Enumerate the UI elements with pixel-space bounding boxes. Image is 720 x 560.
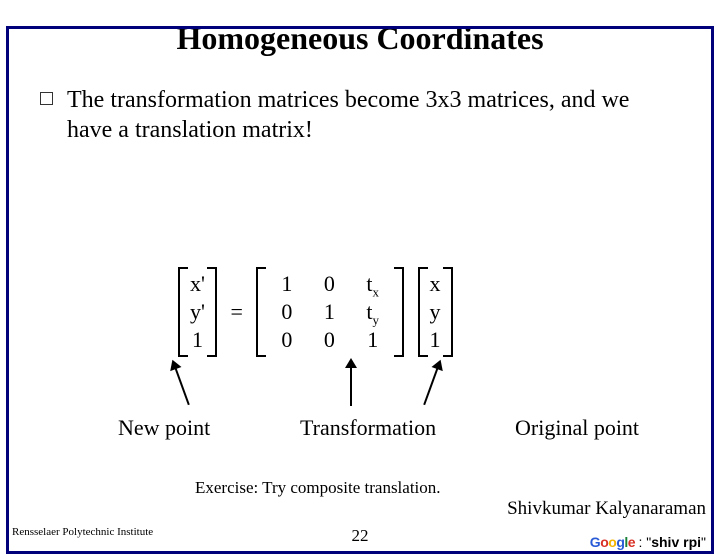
arrow-icon [350, 366, 352, 406]
cell: tx [366, 270, 379, 298]
cell: 0 [324, 270, 335, 298]
bracket-icon [443, 267, 453, 357]
exercise-text: Exercise: Try composite translation. [195, 478, 441, 498]
matrix-transform: 1 0 0 0 1 0 tx ty 1 [258, 270, 402, 354]
cell: 0 [281, 326, 292, 354]
search-term: shiv rpi [651, 534, 701, 550]
label-transformation: Transformation [300, 415, 436, 441]
vector-input: x y 1 [420, 270, 451, 354]
cell: x' [190, 270, 205, 298]
google-logo-icon: Google [590, 534, 639, 550]
cell: 1 [430, 326, 441, 354]
bracket-icon [394, 267, 404, 357]
cell: 1 [281, 270, 292, 298]
footer-author: Shivkumar Kalyanaraman [507, 498, 706, 520]
equals-sign: = [230, 299, 242, 325]
cell: y' [190, 298, 205, 326]
equation: x' y' 1 = 1 0 0 0 1 0 tx ty 1 x y 1 [180, 270, 451, 354]
vector-output: x' y' 1 [180, 270, 215, 354]
cell: 1 [366, 326, 379, 354]
bracket-icon [256, 267, 266, 357]
page-number: 22 [352, 526, 369, 546]
google-search-hint: Google : "shiv rpi" [590, 534, 706, 550]
label-originalpoint: Original point [515, 415, 639, 441]
cell: 0 [281, 298, 292, 326]
bracket-icon [178, 267, 188, 357]
cell: 1 [190, 326, 205, 354]
footer-institute: Rensselaer Polytechnic Institute [12, 526, 153, 538]
cell: 1 [324, 298, 335, 326]
bracket-icon [207, 267, 217, 357]
bracket-icon [418, 267, 428, 357]
cell: y [430, 298, 441, 326]
cell: 0 [324, 326, 335, 354]
cell: x [430, 270, 441, 298]
label-newpoint: New point [118, 415, 210, 441]
cell: ty [366, 298, 379, 326]
